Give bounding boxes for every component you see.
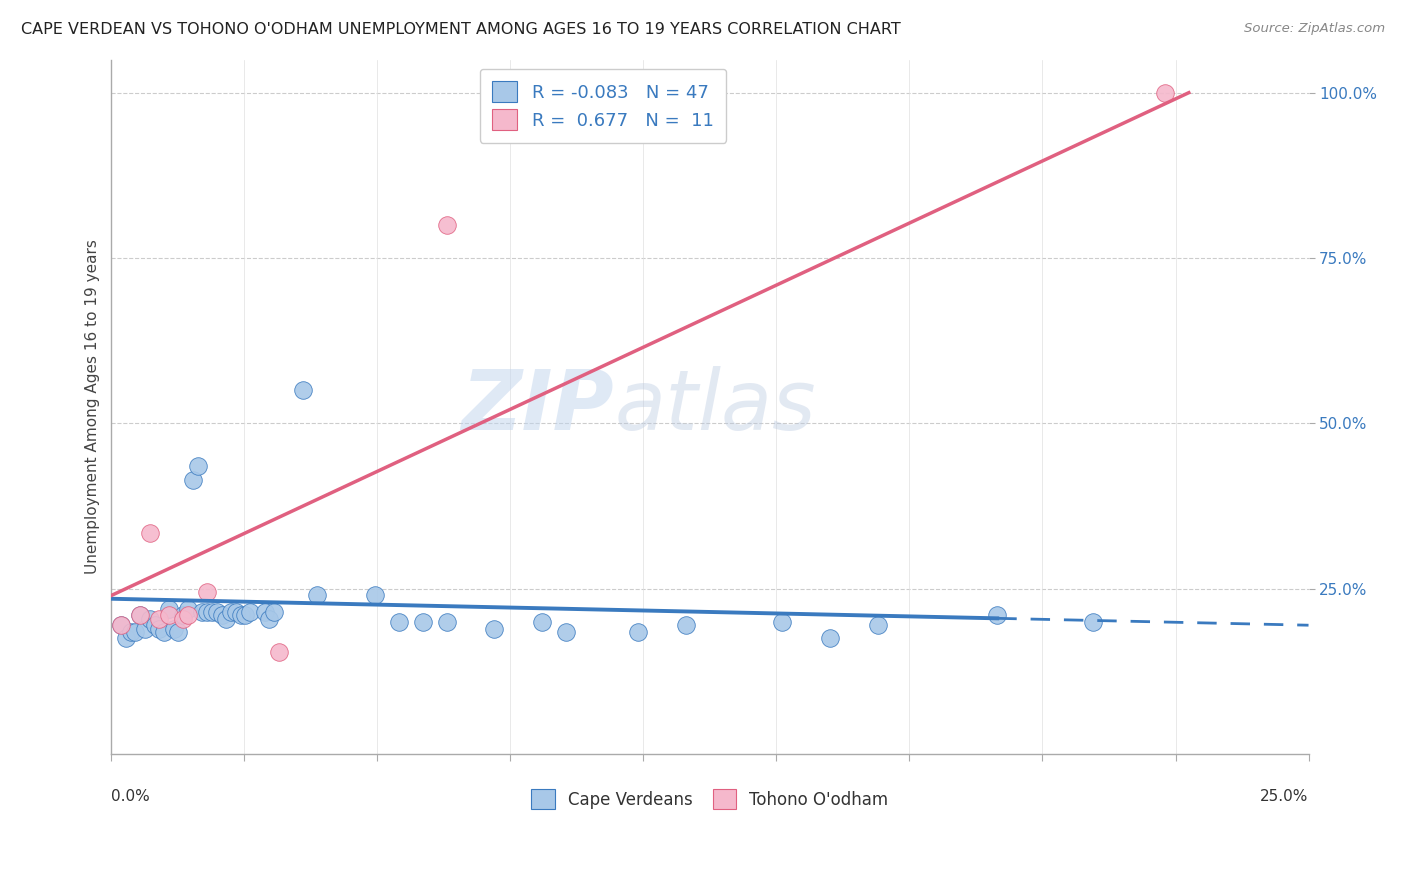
Point: [531, 615, 554, 629]
Text: Source: ZipAtlas.com: Source: ZipAtlas.com: [1244, 22, 1385, 36]
Point: [986, 608, 1008, 623]
Point: [412, 615, 434, 629]
Point: [134, 622, 156, 636]
Point: [191, 605, 214, 619]
Point: [229, 608, 252, 623]
Point: [219, 605, 242, 619]
Text: atlas: atlas: [614, 367, 815, 448]
Text: CAPE VERDEAN VS TOHONO O'ODHAM UNEMPLOYMENT AMONG AGES 16 TO 19 YEARS CORRELATIO: CAPE VERDEAN VS TOHONO O'ODHAM UNEMPLOYM…: [21, 22, 901, 37]
Point: [120, 624, 142, 639]
Point: [436, 218, 458, 232]
Point: [124, 624, 146, 639]
Point: [1153, 86, 1175, 100]
Point: [239, 605, 262, 619]
Point: [818, 632, 841, 646]
Point: [263, 605, 285, 619]
Point: [177, 601, 200, 615]
Point: [129, 608, 152, 623]
Point: [484, 622, 506, 636]
Point: [110, 618, 132, 632]
Point: [157, 608, 180, 623]
Point: [187, 459, 209, 474]
Point: [307, 589, 329, 603]
Y-axis label: Unemployment Among Ages 16 to 19 years: Unemployment Among Ages 16 to 19 years: [86, 239, 100, 574]
Point: [253, 605, 276, 619]
Text: ZIP: ZIP: [461, 367, 614, 448]
Legend: Cape Verdeans, Tohono O'odham: Cape Verdeans, Tohono O'odham: [524, 783, 896, 815]
Point: [205, 605, 228, 619]
Point: [167, 624, 190, 639]
Point: [172, 608, 194, 623]
Point: [153, 624, 176, 639]
Point: [129, 608, 152, 623]
Point: [195, 585, 218, 599]
Point: [201, 605, 224, 619]
Point: [163, 622, 186, 636]
Point: [436, 615, 458, 629]
Point: [177, 608, 200, 623]
Point: [267, 645, 290, 659]
Point: [627, 624, 650, 639]
Point: [110, 618, 132, 632]
Point: [181, 473, 204, 487]
Point: [138, 525, 160, 540]
Point: [172, 611, 194, 625]
Point: [1081, 615, 1104, 629]
Point: [211, 608, 233, 623]
Point: [148, 611, 170, 625]
Point: [866, 618, 889, 632]
Text: 25.0%: 25.0%: [1260, 789, 1309, 804]
Point: [259, 611, 281, 625]
Point: [138, 611, 160, 625]
Text: 0.0%: 0.0%: [111, 789, 150, 804]
Point: [114, 632, 136, 646]
Point: [195, 605, 218, 619]
Point: [555, 624, 578, 639]
Point: [215, 611, 238, 625]
Point: [225, 605, 247, 619]
Point: [364, 589, 387, 603]
Point: [291, 384, 314, 398]
Point: [157, 601, 180, 615]
Point: [143, 618, 166, 632]
Point: [235, 608, 257, 623]
Point: [675, 618, 697, 632]
Point: [388, 615, 411, 629]
Point: [148, 622, 170, 636]
Point: [770, 615, 793, 629]
